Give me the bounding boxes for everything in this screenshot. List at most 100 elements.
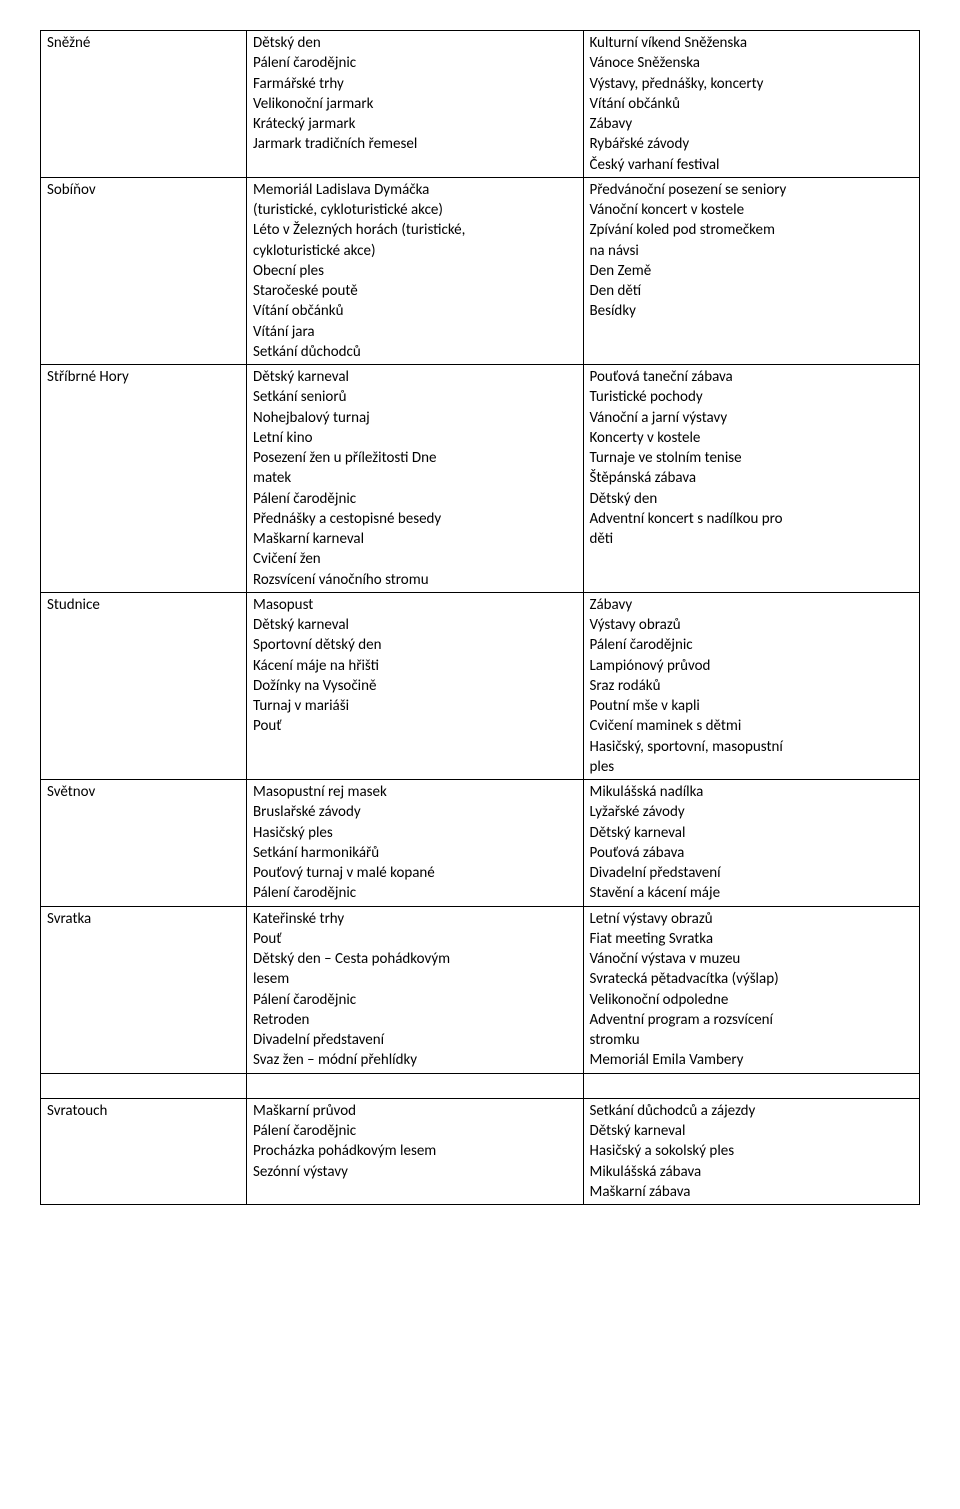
- event-line: Vánoční koncert v kostele: [590, 200, 914, 220]
- event-line: Bruslařské závody: [253, 802, 576, 822]
- events-col2: MasopustDětský karnevalSportovní dětský …: [247, 592, 583, 779]
- event-line: matek: [253, 468, 576, 488]
- event-line: Cvičení žen: [253, 549, 576, 569]
- event-line: Štěpánská zábava: [590, 468, 914, 488]
- event-line: Vítání jara: [253, 322, 576, 342]
- table-row: Stříbrné HoryDětský karnevalSetkání seni…: [41, 365, 920, 593]
- table-row: [41, 1073, 920, 1098]
- event-line: Sraz rodáků: [590, 676, 914, 696]
- event-line: Memoriál Emila Vambery: [590, 1050, 914, 1070]
- events-col2: Masopustní rej masekBruslařské závodyHas…: [247, 780, 583, 907]
- event-line: Maškarní karneval: [253, 529, 576, 549]
- table-row: SvratkaKateřinské trhyPouťDětský den – C…: [41, 906, 920, 1073]
- event-line: Besídky: [590, 301, 914, 321]
- event-line: Léto v Železných horách (turistické,: [253, 220, 576, 240]
- event-line: ples: [590, 757, 914, 777]
- event-line: cykloturistické akce): [253, 241, 576, 261]
- event-line: Zábavy: [590, 595, 914, 615]
- events-col3: Pouťová taneční zábavaTuristické pochody…: [583, 365, 920, 593]
- event-line: Zpívání koled pod stromečkem: [590, 220, 914, 240]
- event-line: Rybářské závody: [590, 134, 914, 154]
- events-col3: Mikulášská nadílkaLyžařské závodyDětský …: [583, 780, 920, 907]
- event-line: Lyžařské závody: [590, 802, 914, 822]
- event-line: Retroden: [253, 1010, 576, 1030]
- event-line: Maškarní zábava: [590, 1182, 914, 1202]
- event-line: Pouť: [253, 716, 576, 736]
- event-line: Pálení čarodějnic: [253, 53, 576, 73]
- table-row: Svratouch Maškarní průvodPálení čarodějni…: [41, 1098, 920, 1204]
- event-line: Posezení žen u příležitosti Dne: [253, 448, 576, 468]
- event-line: Dožínky na Vysočině: [253, 676, 576, 696]
- events-col3: Setkání důchodců a zájezdyDětský karneva…: [583, 1098, 920, 1204]
- event-line: Pálení čarodějnic: [253, 1121, 576, 1141]
- event-line: Velikonoční odpoledne: [590, 990, 914, 1010]
- event-line: Pálení čarodějnic: [253, 489, 576, 509]
- event-line: Vánoční výstava v muzeu: [590, 949, 914, 969]
- event-line: stromku: [590, 1030, 914, 1050]
- event-line: Cvičení maminek s dětmi: [590, 716, 914, 736]
- event-line: Pouť: [253, 929, 576, 949]
- event-line: Mikulášská nadílka: [590, 782, 914, 802]
- event-line: Turistické pochody: [590, 387, 914, 407]
- event-line: Maškarní průvod: [253, 1101, 576, 1121]
- event-line: Adventní program a rozsvícení: [590, 1010, 914, 1030]
- municipality-cell: Svratka: [41, 906, 247, 1073]
- event-line: Krátecký jarmark: [253, 114, 576, 134]
- municipality-cell: Světnov: [41, 780, 247, 907]
- events-col3: Předvánoční posezení se senioryVánoční k…: [583, 177, 920, 364]
- municipality-cell: Svratouch: [41, 1098, 247, 1204]
- event-line: Turnaje ve stolním tenise: [590, 448, 914, 468]
- event-line: Vítání občánků: [590, 94, 914, 114]
- event-line: Kateřinské trhy: [253, 909, 576, 929]
- event-line: Dětský karneval: [253, 367, 576, 387]
- event-line: Lampiónový průvod: [590, 656, 914, 676]
- events-col3: ZábavyVýstavy obrazůPálení čarodějnicLam…: [583, 592, 920, 779]
- event-line: Výstavy, přednášky, koncerty: [590, 74, 914, 94]
- event-line: Dětský karneval: [590, 1121, 914, 1141]
- event-line: Svratecká pětadvacítka (výšlap): [590, 969, 914, 989]
- event-line: Pouťová taneční zábava: [590, 367, 914, 387]
- events-col2: Memoriál Ladislava Dymáčka(turistické, c…: [247, 177, 583, 364]
- event-line: Hasičský, sportovní, masopustní: [590, 737, 914, 757]
- event-line: Svaz žen – módní přehlídky: [253, 1050, 576, 1070]
- event-line: Den Země: [590, 261, 914, 281]
- events-col3: Kulturní víkend SněženskaVánoce Sněžensk…: [583, 31, 920, 178]
- event-line: lesem: [253, 969, 576, 989]
- municipality-cell: Sobíňov: [41, 177, 247, 364]
- event-line: Mikulášská zábava: [590, 1162, 914, 1182]
- event-line: Velikonoční jarmark: [253, 94, 576, 114]
- event-line: Fiat meeting Svratka: [590, 929, 914, 949]
- event-line: děti: [590, 529, 914, 549]
- event-line: Stavění a kácení máje: [590, 883, 914, 903]
- events-table: SněžnéDětský denPálení čarodějnicFarmářs…: [40, 30, 920, 1205]
- event-line: Rozsvícení vánočního stromu: [253, 570, 576, 590]
- event-line: Vítání občánků: [253, 301, 576, 321]
- event-line: Divadelní představení: [253, 1030, 576, 1050]
- event-line: Setkání seniorů: [253, 387, 576, 407]
- event-line: Sportovní dětský den: [253, 635, 576, 655]
- event-line: Dětský den: [253, 33, 576, 53]
- event-line: Hasičský a sokolský ples: [590, 1141, 914, 1161]
- events-col2: Dětský denPálení čarodějnicFarmářské trh…: [247, 31, 583, 178]
- event-line: Pálení čarodějnic: [590, 635, 914, 655]
- event-line: Vánoce Sněženska: [590, 53, 914, 73]
- events-col3: Letní výstavy obrazůFiat meeting Svratka…: [583, 906, 920, 1073]
- event-line: Český varhaní festival: [590, 155, 914, 175]
- events-col2: Kateřinské trhyPouťDětský den – Cesta po…: [247, 906, 583, 1073]
- event-line: Adventní koncert s nadílkou pro: [590, 509, 914, 529]
- event-line: Dětský karneval: [590, 823, 914, 843]
- table-row: SněžnéDětský denPálení čarodějnicFarmářs…: [41, 31, 920, 178]
- event-line: (turistické, cykloturistické akce): [253, 200, 576, 220]
- event-line: Pálení čarodějnic: [253, 990, 576, 1010]
- event-line: Kácení máje na hřišti: [253, 656, 576, 676]
- event-line: Masopustní rej masek: [253, 782, 576, 802]
- event-line: Obecní ples: [253, 261, 576, 281]
- event-line: Turnaj v mariáši: [253, 696, 576, 716]
- event-line: Staročeské poutě: [253, 281, 576, 301]
- municipality-cell: Studnice: [41, 592, 247, 779]
- event-line: Setkání harmonikářů: [253, 843, 576, 863]
- event-line: Předvánoční posezení se seniory: [590, 180, 914, 200]
- event-line: Hasičský ples: [253, 823, 576, 843]
- event-line: Vánoční a jarní výstavy: [590, 408, 914, 428]
- event-line: Farmářské trhy: [253, 74, 576, 94]
